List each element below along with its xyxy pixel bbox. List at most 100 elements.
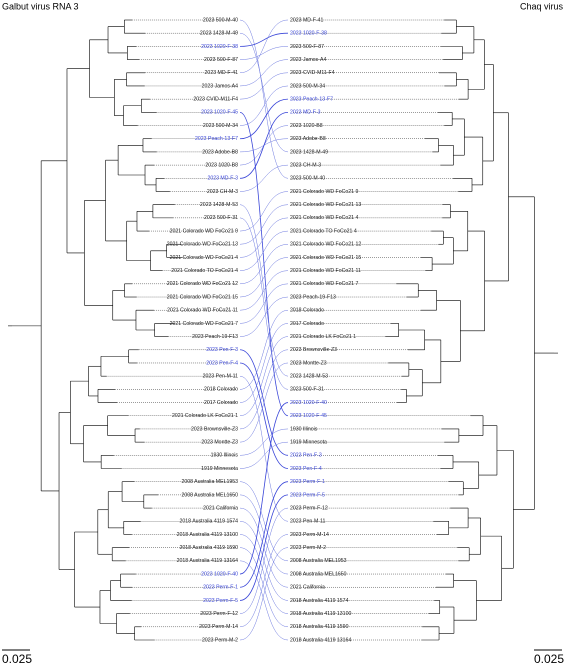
tip-label: 2023 1020-F-40: [290, 400, 327, 406]
link: [239, 323, 289, 403]
link: [239, 547, 289, 628]
tip-label: 2023 CVID-M11-F4: [193, 97, 238, 103]
tip-label: 2023 1020-F-38: [201, 44, 238, 50]
tip-label: 2023 1020-B8: [205, 162, 238, 168]
link: [239, 336, 289, 416]
link: [239, 296, 289, 337]
link: [239, 32, 289, 153]
tip-label: 2023 Pen-F-3: [206, 347, 238, 353]
tip-label: 2023 Pen-M-11: [290, 519, 325, 525]
tip-label: 2023 1428-M-49: [290, 149, 328, 155]
link: [239, 349, 289, 430]
tip-label: 2021 Colorado WD FoCo21 4: [290, 215, 358, 221]
link: [239, 375, 289, 522]
tip-label: 1919 Minnesota: [290, 440, 327, 446]
link: [239, 441, 289, 469]
tip-label: 2023 1020-B8: [290, 123, 323, 129]
tip-label: 2023 Perm-M-14: [290, 532, 329, 538]
tip-label: 2023 500-M-34: [203, 123, 238, 129]
link: [239, 481, 289, 588]
tip-label: 2023 1428-M-53: [200, 202, 238, 208]
link: [239, 283, 289, 324]
tip-label: 2023 CH-M-3: [290, 162, 321, 168]
tip-label: 2023 Perm-F-5: [290, 492, 325, 498]
tip-label: 2023 Adobe-B8: [202, 149, 238, 155]
tip-label: 2023 1020-F-45: [201, 110, 238, 116]
link: [239, 362, 289, 469]
tip-label: 2017 Colorado: [204, 400, 238, 406]
tip-label: 2023 Peach-13-F7: [290, 97, 333, 103]
left-scale-label: 0.025: [2, 652, 32, 666]
tip-label: 2021 Colorado WD FoCo21 13: [167, 242, 238, 248]
link: [239, 59, 289, 87]
link: [239, 72, 289, 100]
tip-label: 2021 California: [290, 585, 325, 591]
tip-label: 2008 Australia MEL1650: [290, 571, 347, 577]
tip-label: 2023 500-M-40: [290, 176, 325, 182]
tip-label: 2021 Colorado WD FoCo21 15: [290, 255, 361, 261]
tip-label: 2018 Australia 4119 13164: [177, 558, 238, 564]
tip-label: 2023 1428-M-49: [200, 31, 238, 37]
link: [239, 560, 289, 641]
tip-label: 2023 Jamos-A4: [290, 57, 326, 63]
tip-label: 2021 Colorado LK FoCo21 1: [290, 334, 356, 340]
tip-label: 2008 Australia MEL1650: [181, 492, 238, 498]
tip-label: 2021 Colorado TO FoCo21 4: [171, 268, 238, 274]
tip-label: 2023 Perm-M-2: [290, 545, 326, 551]
tip-label: 2023 MD-F-3: [290, 110, 321, 116]
tip-label: 2018 Colorado: [290, 308, 324, 314]
left-tree: 2023 500-M-40 2023 1428-M-49 2023 1020-F-3…: [8, 17, 238, 643]
link: [239, 191, 289, 232]
tip-label: 2023 MD-F-41: [290, 17, 324, 23]
tip-label: 2021 Colorado WD FoCo21 15: [167, 294, 238, 300]
tip-label: 2023 1020-F-40: [201, 571, 238, 577]
tip-label: 2023 Peach-19-F13: [192, 334, 238, 340]
link: [239, 217, 289, 258]
link: [239, 204, 289, 245]
link: [239, 46, 289, 60]
tip-label: 1930 Illinois: [211, 453, 239, 459]
tip-label: 2023 Perm-F-1: [203, 585, 238, 591]
tip-label: 2023 500-F-87: [290, 44, 324, 50]
link: [239, 402, 289, 575]
tip-label: 2021 Colorado WD FoCo21 12: [167, 281, 238, 287]
link: [239, 98, 289, 140]
tip-label: 2021 Colorado WD FoCo21 13: [290, 202, 361, 208]
tip-label: 2023 Pen-F-4: [206, 360, 238, 366]
tip-label: 2023 Perm-F-5: [203, 598, 238, 604]
left-title: Galbut virus RNA 3: [2, 1, 79, 11]
tip-label: 2023 Perm-F-12: [290, 505, 328, 511]
tip-label: 2021 Colorado WD FoCo21 9: [170, 228, 238, 234]
tip-label: 2023 Perm-M-2: [202, 637, 238, 643]
tip-label: 2021 Colorado WD FoCo21 11: [167, 308, 238, 314]
tip-label: 2008 Australia MEL1953: [290, 558, 347, 564]
tip-label: 2018 Australia 4119 13164: [290, 637, 351, 643]
tip-label: 2023 MD-F-41: [205, 70, 239, 76]
link: [239, 494, 289, 601]
tip-label: 2018 Australia 4119 13100: [290, 611, 351, 617]
link: [239, 230, 289, 271]
tip-label: 2023 CVID-M11-F4: [290, 70, 335, 76]
tip-label: 2018 Australia 4119 1574: [290, 598, 349, 604]
tip-label: 2018 Australia 4119 1590: [290, 624, 349, 630]
tip-label: 2023 Perm-F-1: [290, 479, 325, 485]
link: [239, 19, 289, 74]
tip-label: 1919 Minnesota: [201, 466, 238, 472]
link: [239, 257, 289, 298]
tip-label: 2023 Montte-Z3: [290, 360, 327, 366]
link: [239, 428, 289, 456]
tip-label: 2021 Colorado WD FoCo21 11: [290, 268, 361, 274]
tip-label: 2023 1020-F-38: [290, 31, 327, 37]
link: [239, 85, 289, 126]
link: [239, 32, 289, 47]
tip-label: 2023 Perm-M-14: [199, 624, 238, 630]
tip-label: 2023 Peach-19-F13: [290, 294, 336, 300]
tip-label: 2021 Colorado TO FoCo21 4: [290, 228, 357, 234]
right-title: Chaq virus: [520, 1, 564, 11]
tip-label: 2021 Colorado WD FoCo21 12: [290, 242, 361, 248]
tip-label: 2023 Brownsville-Z3: [290, 347, 337, 353]
link: [239, 362, 289, 443]
tip-label: 2023 MD-F-3: [207, 176, 238, 182]
tip-label: 2021 Colorado WD FoCo21 7: [170, 321, 238, 327]
